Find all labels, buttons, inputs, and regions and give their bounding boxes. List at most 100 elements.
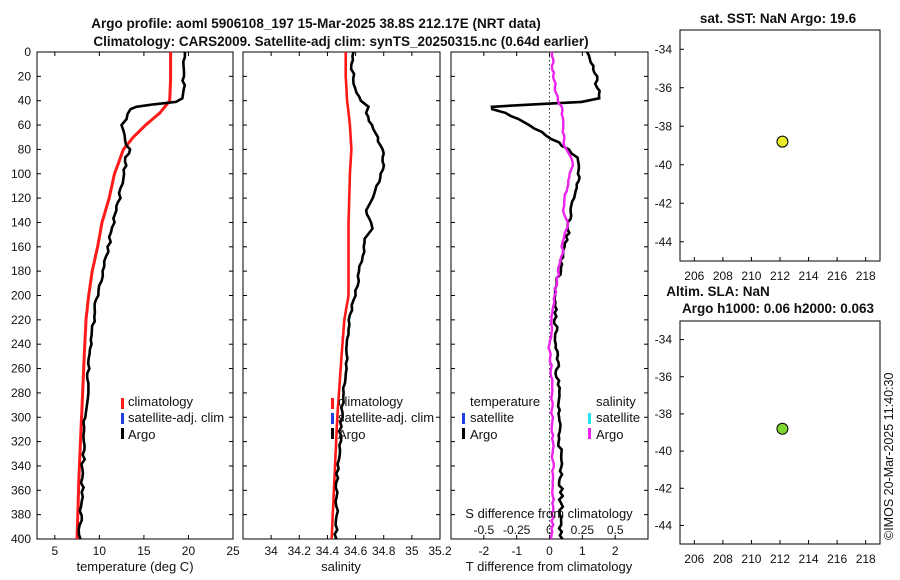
sst-map-title: sat. SST: NaN Argo: 19.6 (700, 11, 857, 26)
y-tick-label: 280 (11, 386, 31, 400)
y-tick-label: 240 (11, 337, 31, 351)
y-tick-label: 60 (18, 118, 32, 132)
sst-map-x-tick-label: 218 (856, 269, 876, 283)
temperature-panel: 0 20 40 60 80 100 120 140 160 180 200 220 240 260 280 3… (11, 45, 240, 574)
salinity-axes-frame (242, 51, 441, 540)
y-tick-label: 120 (11, 191, 31, 205)
salinity-legend: climatology satellite-adj. clim Argo (331, 394, 434, 442)
x-tick-label: 34.6 (344, 544, 368, 558)
sst-map-x-tick-label: 214 (799, 269, 819, 283)
sla-map-x-tick-label: 214 (799, 552, 819, 566)
s-tick-label: 0 (546, 523, 553, 537)
figure-title-line2: Climatology: CARS2009. Satellite-adj cli… (93, 34, 588, 49)
sla-map-argo-position-marker (776, 422, 789, 435)
legend-label-satellite-clim: satellite-adj. clim (338, 410, 434, 425)
s-tick-label: 0.5 (607, 523, 624, 537)
s-tick-label: -0.25 (503, 523, 531, 537)
y-tick-label: 320 (11, 435, 31, 449)
salinity-panel: 34 34.2 34.4 34.6 34.8 35 35.2 salinity climat… (242, 51, 452, 574)
salinity-xlabel: salinity (321, 559, 361, 574)
x-tick-label: 34.2 (288, 544, 312, 558)
imos-watermark: ©IMOS 20-Mar-2025 11:40:30 (882, 373, 896, 540)
y-tick-label: 40 (18, 94, 32, 108)
sla-map-x-tick-label: 208 (713, 552, 733, 566)
x-tick-label: 34.4 (316, 544, 340, 558)
sla-map-y-tick-label: -38 (655, 407, 673, 421)
x-tick-label: 2 (612, 544, 619, 558)
temperature-axes-frame (36, 51, 234, 540)
sla-map-y-tick-label: -40 (655, 444, 673, 458)
legend-title-salinity: salinity (596, 394, 636, 409)
s-tick-label: -0.5 (473, 523, 494, 537)
legend-label-s-argo: Argo (596, 427, 623, 442)
x-tick-label: 0 (546, 544, 553, 558)
x-tick-label: 20 (182, 544, 196, 558)
sla-map-x-tick-label: 218 (856, 552, 876, 566)
legend-swatch-t-argo (462, 428, 465, 439)
sla-map-x-tick-label: 210 (741, 552, 761, 566)
legend-label-t-satellite: satellite (470, 410, 514, 425)
climatology-temperature-line (75, 52, 173, 540)
legend-swatch-argo (121, 428, 124, 439)
y-tick-label: 140 (11, 215, 31, 229)
difference-xlabel: T difference from climatology (466, 559, 633, 574)
y-tick-label: 0 (24, 45, 31, 59)
legend-label-climatology: climatology (128, 394, 194, 409)
sst-map-y-tick-label: -42 (655, 196, 673, 210)
sst-map-y-tick-label: -36 (655, 81, 673, 95)
y-tick-label: 100 (11, 167, 31, 181)
argo-salinity-line (333, 51, 386, 540)
legend-swatch-climatology (331, 398, 334, 409)
temperature-legend: climatology satellite-adj. clim Argo (121, 394, 224, 442)
x-tick-label: -1 (511, 544, 522, 558)
x-tick-label: 5 (51, 544, 58, 558)
x-tick-label: 34.8 (372, 544, 396, 558)
x-tick-label: -2 (478, 544, 489, 558)
sla-map-y-tick-label: -44 (655, 518, 673, 532)
sst-map-x-tick-label: 212 (770, 269, 790, 283)
sst-map-y-tick-label: -34 (655, 42, 673, 56)
x-tick-label: 25 (226, 544, 240, 558)
legend-label-satellite-clim: satellite-adj. clim (128, 410, 224, 425)
x-tick-label: 34 (264, 544, 278, 558)
sst-map-x-tick-label: 208 (713, 269, 733, 283)
figure-title-line1: Argo profile: aoml 5906108_197 15-Mar-20… (91, 16, 540, 31)
sst-map-y-tick-label: -40 (655, 158, 673, 172)
legend-swatch-climatology (121, 398, 124, 409)
difference-panel: -2 -1 0 1 2 -0.5 -0.25 0 0.25 0.5 T difference fr… (450, 51, 649, 574)
sla-map-x-tick-label: 216 (827, 552, 847, 566)
sst-map-y-tick-label: -38 (655, 119, 673, 133)
y-tick-label: 300 (11, 410, 31, 424)
y-tick-label: 400 (11, 532, 31, 546)
y-tick-label: 20 (18, 69, 32, 83)
sst-map-argo-position-marker (776, 135, 789, 148)
y-tick-label: 380 (11, 508, 31, 522)
s-tick-label: 0.25 (571, 523, 595, 537)
difference-legend: temperature satellite Argo salinity sate… (462, 394, 640, 442)
sla-map-x-tick-label: 206 (684, 552, 704, 566)
y-tick-label: 220 (11, 313, 31, 327)
legend-label-t-argo: Argo (470, 427, 497, 442)
legend-swatch-s-satellite (588, 413, 591, 424)
climatology-salinity-line (330, 52, 353, 540)
sst-map-y-tick-label: -44 (655, 235, 673, 249)
x-tick-label: 10 (93, 544, 107, 558)
legend-label-argo: Argo (338, 427, 365, 442)
sst-map-x-tick-label: 206 (684, 269, 704, 283)
argo-temperature-line (77, 52, 187, 540)
argo-s-difference-line (547, 51, 575, 540)
x-tick-label: 15 (137, 544, 151, 558)
y-tick-label: 340 (11, 459, 31, 473)
legend-title-temperature: temperature (470, 394, 540, 409)
sst-map-panel: 206 208 210 212 214 216 218 -34 -36 -38 -40 -42 -44 (655, 29, 881, 283)
sla-map-y-tick-label: -34 (655, 333, 673, 347)
legend-label-argo: Argo (128, 427, 155, 442)
sla-map-x-tick-label: 212 (770, 552, 790, 566)
x-tick-label: 35 (405, 544, 419, 558)
y-tick-label: 260 (11, 362, 31, 376)
y-tick-label: 180 (11, 264, 31, 278)
difference-top-xlabel: S difference from climatology (465, 506, 633, 521)
legend-swatch-satellite-clim (331, 413, 334, 424)
sla-map-y-tick-label: -42 (655, 481, 673, 495)
